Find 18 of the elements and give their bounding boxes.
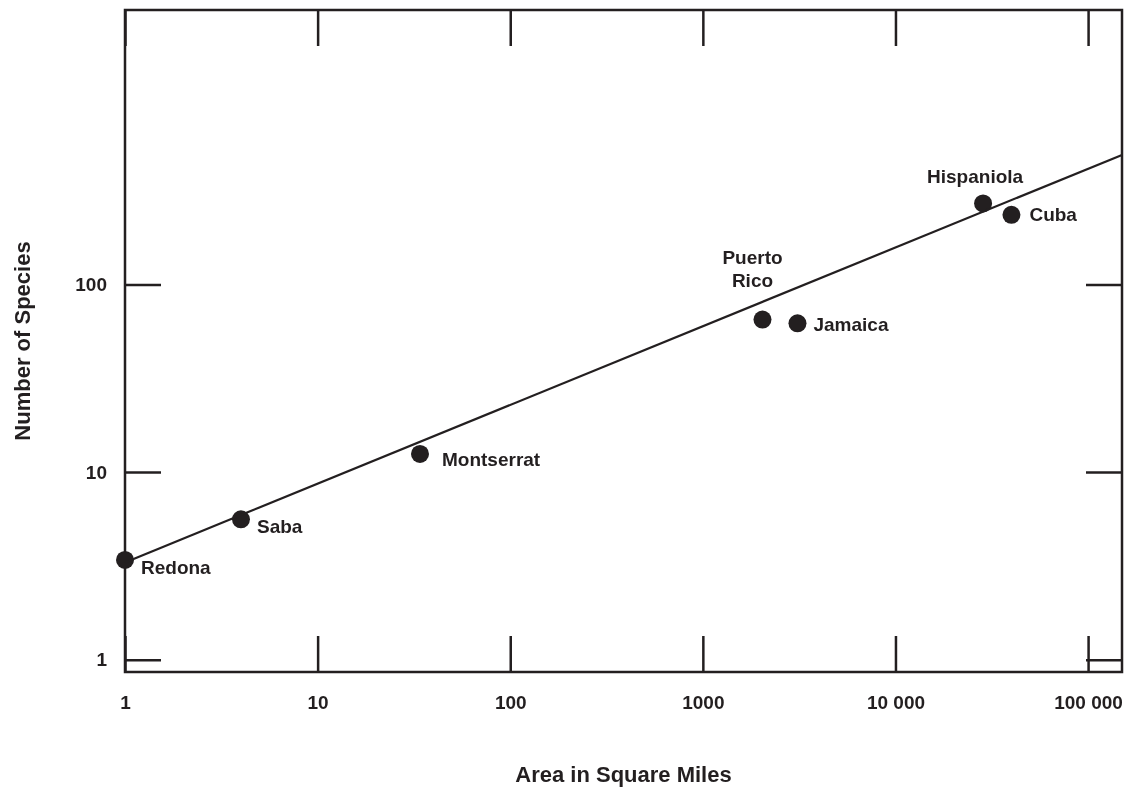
annotation: Jamaica <box>813 314 889 336</box>
x-tick-label: 1000 <box>682 692 725 714</box>
x-tick-label: 10 <box>307 692 329 714</box>
annotation: Hispaniola <box>927 166 1024 188</box>
y-tick-label: 1 <box>96 649 108 671</box>
x-tick-label: 100 000 <box>1054 692 1123 714</box>
y-axis-title: Number of Species <box>10 241 35 441</box>
x-tick-label: 10 000 <box>866 692 926 714</box>
x-tick-label: 100 <box>494 692 527 714</box>
x-axis-title: Area in Square Miles <box>515 762 732 787</box>
y-tick-label: 100 <box>75 273 107 295</box>
annotation: Saba <box>256 516 303 538</box>
y-tick-label: 10 <box>85 461 107 483</box>
annotation: Puerto Rico <box>722 246 783 291</box>
annotation: Redona <box>141 556 212 578</box>
annotation: Cuba <box>1029 203 1078 225</box>
annotation: Montserrat <box>441 448 541 470</box>
x-tick-label: 1 <box>120 692 132 714</box>
